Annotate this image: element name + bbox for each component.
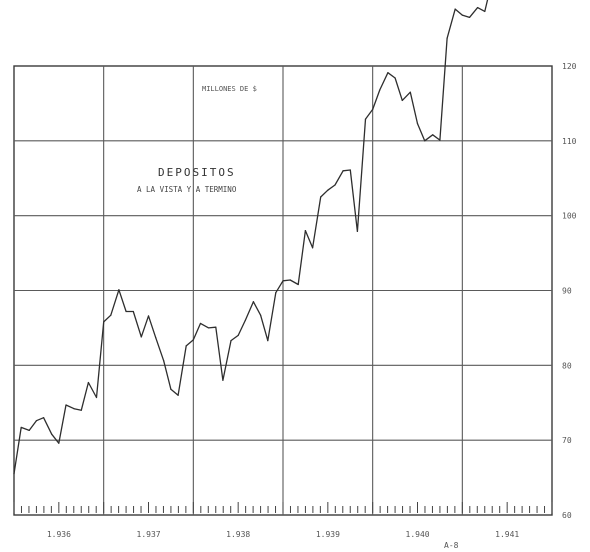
y-tick-label: 120 [562, 62, 577, 71]
data-point [163, 360, 165, 362]
data-point [446, 37, 448, 39]
data-point [334, 184, 336, 186]
data-point [132, 310, 134, 313]
y-tick-label: 70 [562, 436, 572, 445]
chart-subtitle: A LA VISTA Y A TERMINO [137, 185, 237, 194]
grid [13, 65, 553, 516]
data-point [177, 394, 179, 396]
data-point [155, 337, 157, 339]
data-point [297, 283, 299, 286]
data-point [110, 314, 112, 316]
data-point [147, 315, 150, 317]
data-point [35, 420, 38, 422]
data-point [282, 280, 284, 282]
data-point [125, 310, 127, 313]
data-point [244, 319, 246, 322]
x-tick-label: 1.936 [47, 530, 71, 539]
data-point [65, 404, 67, 406]
data-point [87, 381, 90, 384]
y-tick-labels: 60 70 80 90 100 110 120 [562, 62, 577, 520]
data-point [311, 247, 314, 249]
data-point [215, 326, 217, 328]
data-point [461, 14, 463, 16]
y-tick-label: 80 [562, 361, 572, 370]
chart-title: DEPOSITOS [158, 166, 236, 179]
data-point [439, 139, 441, 141]
data-point [432, 134, 434, 136]
data-point [289, 279, 291, 281]
deposits-series-line [13, 0, 489, 474]
data-point [170, 388, 172, 390]
data-point [207, 327, 210, 329]
data-point [327, 189, 329, 191]
data-point [372, 108, 374, 111]
data-point [118, 289, 120, 291]
data-point [476, 7, 479, 9]
data-point [140, 336, 142, 338]
data-point [468, 16, 471, 18]
data-point [13, 473, 15, 475]
data-point [416, 123, 419, 125]
data-point [364, 118, 367, 120]
data-point [409, 91, 411, 93]
series-points [13, 7, 486, 475]
footnote-label: A-8 [444, 541, 459, 550]
x-tick-labels: 1.936 1.937 1.938 1.939 1.940 1.941 [47, 530, 520, 539]
data-point [484, 10, 486, 12]
data-point [103, 321, 105, 323]
data-point [58, 442, 60, 444]
data-point [20, 426, 22, 429]
data-point [192, 339, 194, 341]
data-point [230, 340, 232, 342]
y-tick-label: 90 [562, 287, 572, 296]
data-point [342, 170, 344, 172]
y-tick-label: 60 [562, 511, 572, 520]
data-point [73, 408, 75, 410]
data-point [394, 77, 396, 79]
data-point [222, 379, 224, 381]
data-point [304, 230, 307, 232]
y-tick-label: 100 [562, 212, 577, 221]
x-tick-label: 1.941 [495, 530, 519, 539]
data-point [356, 230, 359, 232]
data-point [237, 334, 239, 336]
data-point [454, 8, 456, 10]
minor-ticks [13, 502, 553, 513]
data-point [51, 433, 53, 435]
data-point [424, 140, 426, 142]
data-point [199, 322, 202, 325]
x-tick-label: 1.937 [137, 530, 161, 539]
data-point [252, 301, 255, 303]
data-point [379, 89, 381, 91]
data-point [259, 314, 262, 316]
data-point [349, 169, 351, 171]
data-point [401, 99, 403, 102]
data-point [387, 72, 389, 74]
y-tick-label: 110 [562, 137, 577, 146]
data-point [275, 292, 277, 294]
data-point [267, 340, 269, 342]
data-point [320, 196, 322, 198]
data-point [80, 409, 82, 411]
x-tick-label: 1.939 [316, 530, 340, 539]
x-tick-label: 1.938 [226, 530, 250, 539]
data-point [95, 396, 98, 399]
data-point [28, 429, 30, 432]
x-tick-label: 1.940 [406, 530, 430, 539]
data-point [185, 345, 187, 347]
units-label: MILLONES DE $ [202, 85, 257, 93]
data-point [42, 417, 45, 419]
